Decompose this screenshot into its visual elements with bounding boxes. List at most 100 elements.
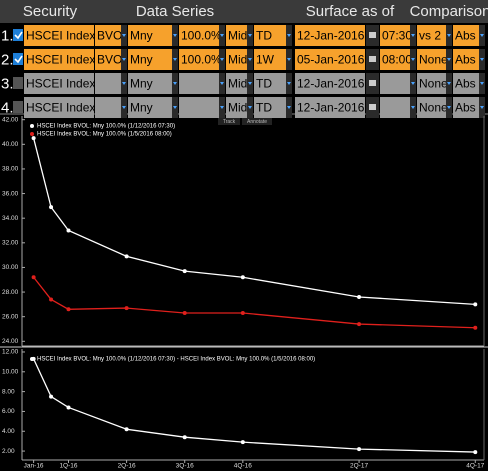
- dropdown-arrow: [447, 58, 451, 61]
- field[interactable]: [295, 25, 365, 46]
- field[interactable]: [128, 73, 172, 94]
- field[interactable]: [24, 49, 94, 70]
- dropdown-arrow: [122, 82, 126, 85]
- y-tick-label: 26.00: [2, 313, 19, 320]
- field[interactable]: [380, 25, 410, 46]
- dropdown-arrow: [173, 34, 177, 37]
- side-field[interactable]: Mid: [228, 101, 247, 115]
- date-field[interactable]: 12-Jan-2016: [297, 77, 365, 91]
- data-point: [66, 228, 71, 233]
- field[interactable]: [254, 97, 286, 118]
- field[interactable]: [128, 97, 172, 118]
- field[interactable]: [179, 97, 219, 118]
- tenor-field[interactable]: 1W: [256, 53, 275, 67]
- field[interactable]: [380, 97, 410, 118]
- dropdown-arrow: [411, 58, 415, 61]
- comparison-field[interactable]: None: [419, 101, 448, 115]
- field[interactable]: [128, 49, 172, 70]
- field[interactable]: [24, 25, 94, 46]
- field[interactable]: [95, 49, 121, 70]
- annotate-button[interactable]: Annotate: [247, 119, 267, 125]
- field[interactable]: [128, 25, 172, 46]
- field[interactable]: [226, 73, 247, 94]
- dropdown-arrow: [248, 106, 252, 109]
- x-tick-label: 4Q-16: [234, 463, 252, 470]
- checkbox[interactable]: [13, 101, 23, 113]
- field[interactable]: [254, 73, 286, 94]
- field[interactable]: [417, 25, 446, 46]
- level-field[interactable]: 100.0%: [181, 53, 222, 67]
- field[interactable]: [295, 73, 365, 94]
- security-field[interactable]: HSCEI Index: [26, 29, 95, 43]
- diff-field[interactable]: Abs: [455, 53, 476, 67]
- field[interactable]: [417, 73, 446, 94]
- date-field[interactable]: 12-Jan-2016: [297, 29, 365, 43]
- field[interactable]: [226, 25, 247, 46]
- track-button[interactable]: Track: [223, 119, 236, 125]
- button[interactable]: [242, 118, 272, 125]
- field[interactable]: [95, 25, 121, 46]
- data-point: [49, 297, 54, 302]
- diff-field[interactable]: Abs: [455, 77, 476, 91]
- checkbox[interactable]: [13, 77, 23, 89]
- field[interactable]: [417, 97, 446, 118]
- field[interactable]: [179, 25, 219, 46]
- legend-marker: [30, 132, 34, 136]
- button[interactable]: [218, 118, 240, 125]
- dropdown-arrow: [122, 58, 126, 61]
- security-field[interactable]: HSCEI Index: [26, 77, 95, 91]
- field[interactable]: [453, 73, 479, 94]
- tenor-field[interactable]: TD: [256, 101, 272, 115]
- time-field[interactable]: 08:00: [382, 53, 412, 67]
- checkbox[interactable]: [13, 29, 23, 41]
- field[interactable]: [453, 49, 479, 70]
- mode-field[interactable]: Mny: [130, 101, 153, 115]
- field[interactable]: [179, 73, 219, 94]
- field[interactable]: [453, 25, 479, 46]
- field[interactable]: [95, 73, 121, 94]
- data-point: [66, 307, 71, 312]
- mode-field[interactable]: Mny: [130, 53, 153, 67]
- checkbox[interactable]: [13, 53, 23, 65]
- data-point: [240, 275, 245, 280]
- header: Security: [23, 3, 78, 20]
- field[interactable]: [226, 49, 247, 70]
- tenor-field[interactable]: TD: [256, 77, 272, 91]
- side-field[interactable]: Mid: [228, 53, 247, 67]
- field[interactable]: [453, 97, 479, 118]
- diff-field[interactable]: Abs: [455, 101, 476, 115]
- mode-field[interactable]: Mny: [130, 77, 153, 91]
- dropdown-arrow: [220, 58, 224, 61]
- level-field[interactable]: 100.0%: [181, 29, 222, 43]
- field[interactable]: [295, 49, 365, 70]
- field[interactable]: [254, 49, 286, 70]
- security-field[interactable]: HSCEI Index: [26, 101, 95, 115]
- security-field[interactable]: HSCEI Index: [26, 53, 95, 67]
- dropdown-arrow: [411, 34, 415, 37]
- field[interactable]: [24, 73, 94, 94]
- side-field[interactable]: Mid: [228, 29, 247, 43]
- field[interactable]: [24, 97, 94, 118]
- mode-field[interactable]: Mny: [130, 29, 153, 43]
- field[interactable]: [380, 73, 410, 94]
- legend-label: HSCEI Index BVOL: Mny 100.0% (1/12/2016 …: [37, 124, 175, 130]
- diff-field[interactable]: Abs: [455, 29, 476, 43]
- date-field[interactable]: 05-Jan-2016: [297, 53, 365, 67]
- field[interactable]: [226, 97, 247, 118]
- comparison-field[interactable]: None: [419, 53, 448, 67]
- field[interactable]: [295, 97, 365, 118]
- comparison-field[interactable]: vs 2: [419, 29, 441, 43]
- date-field[interactable]: 12-Jan-2016: [297, 101, 365, 115]
- field[interactable]: [95, 97, 121, 118]
- dropdown-arrow: [480, 106, 484, 109]
- time-field[interactable]: 07:30: [382, 29, 412, 43]
- field[interactable]: [417, 49, 446, 70]
- comparison-field[interactable]: None: [419, 77, 448, 91]
- side-field[interactable]: Mid: [228, 77, 247, 91]
- y-tick-label: 2.00: [2, 448, 15, 455]
- field[interactable]: [254, 25, 286, 46]
- tenor-field[interactable]: TD: [256, 29, 272, 43]
- field[interactable]: [380, 49, 410, 70]
- field[interactable]: [179, 49, 219, 70]
